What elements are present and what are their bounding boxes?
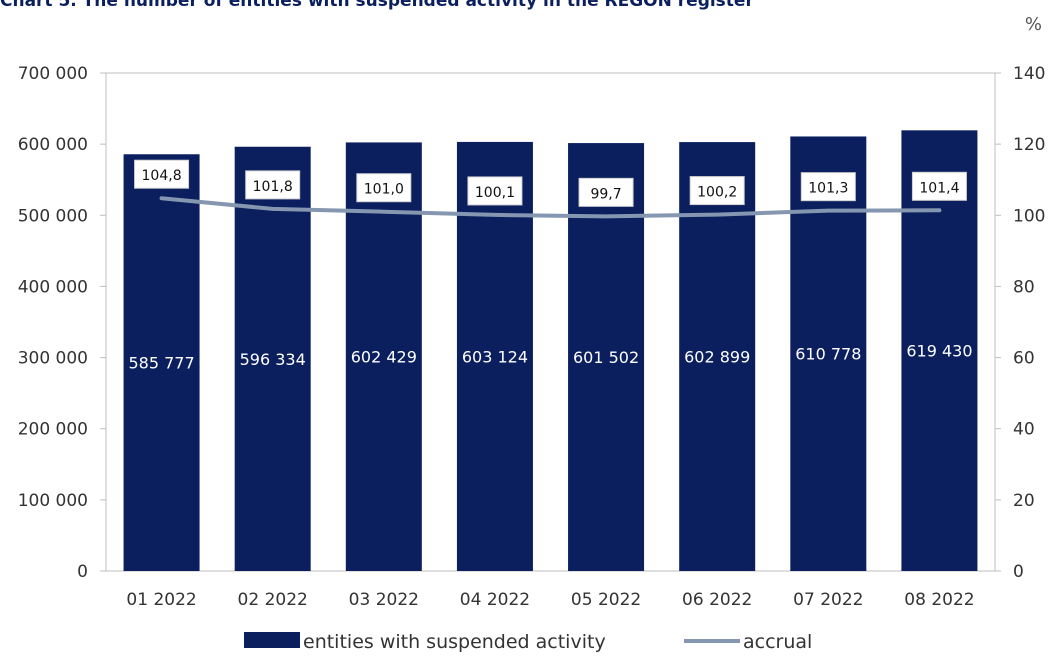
x-tick-label: 08 2022 <box>904 590 974 610</box>
bar-data-label: 610 778 <box>795 345 861 364</box>
y-left-tick-label: 400 000 <box>18 277 88 297</box>
bar-data-label: 602 429 <box>351 348 417 367</box>
axes-group: 0 100 000 200 000 300 000 400 000 500 000 600 … <box>18 14 1046 610</box>
chart-title: Chart 5. The number of entities with sus… <box>0 0 754 11</box>
bar <box>901 130 978 571</box>
accrual-label-box <box>467 176 523 206</box>
accrual-data-label: 100,1 <box>475 185 515 201</box>
accrual-label-box <box>911 171 967 201</box>
x-tick-label: 05 2022 <box>571 590 641 610</box>
y-right-tick-label: 20 <box>1013 491 1035 511</box>
x-tick-label: 02 2022 <box>238 590 308 610</box>
accrual-data-label: 101,3 <box>808 181 848 197</box>
bar-data-label: 601 502 <box>573 348 639 367</box>
y-left-tick-label: 200 000 <box>18 420 88 440</box>
accrual-label-box <box>578 177 634 207</box>
legend-swatch-bars <box>244 632 300 648</box>
bar-data-label: 603 124 <box>462 347 528 366</box>
y-right-tick-label: 140 <box>1013 64 1045 84</box>
legend: entities with suspended activity accrual <box>244 631 812 653</box>
accrual-data-label: 104,8 <box>142 168 182 184</box>
y-right-tick-label: 40 <box>1013 420 1035 440</box>
accrual-data-label: 101,4 <box>919 180 959 196</box>
y-right-tick-label: 80 <box>1013 277 1035 297</box>
accrual-line <box>159 196 942 219</box>
accrual-data-label: 101,0 <box>364 182 404 198</box>
labels-group: 585 777 596 334 602 429 603 124 601 502 602 8… <box>128 159 973 373</box>
y-right-tick-label: 100 <box>1013 206 1045 226</box>
accrual-data-label: 100,2 <box>697 185 737 201</box>
x-tick-label: 01 2022 <box>126 590 196 610</box>
bar-data-label: 602 899 <box>684 348 750 367</box>
y-left-tick-label: 700 000 <box>18 64 88 84</box>
accrual-label-box <box>356 173 412 203</box>
y-left-tick-label: 100 000 <box>18 491 88 511</box>
bar-data-label: 596 334 <box>240 350 306 369</box>
accrual-label-box <box>689 176 745 206</box>
legend-label-bars: entities with suspended activity <box>303 631 606 653</box>
accrual-label-box <box>800 172 856 202</box>
legend-label-line: accrual <box>743 631 812 653</box>
bar-data-label: 585 777 <box>128 354 194 373</box>
x-tick-label: 07 2022 <box>793 590 863 610</box>
accrual-label-box <box>134 159 190 189</box>
y-left-tick-label: 600 000 <box>18 135 88 155</box>
y-right-tick-label: 120 <box>1013 135 1045 155</box>
y-right-tick-label: 60 <box>1013 349 1035 369</box>
y-right-tick-label: 0 <box>1013 562 1024 582</box>
bar-data-label: 619 430 <box>906 342 972 361</box>
y-right-unit-label: % <box>1025 14 1042 35</box>
accrual-label-box <box>245 170 301 200</box>
x-tick-label: 03 2022 <box>349 590 419 610</box>
accrual-data-label: 101,8 <box>253 179 293 195</box>
y-left-tick-label: 300 000 <box>18 349 88 369</box>
bar <box>123 154 200 571</box>
x-tick-label: 04 2022 <box>460 590 530 610</box>
bar <box>234 146 311 571</box>
y-left-tick-label: 0 <box>77 562 88 582</box>
x-tick-label: 06 2022 <box>682 590 752 610</box>
accrual-data-label: 99,7 <box>590 186 621 202</box>
accrual-line-group <box>159 196 942 219</box>
y-left-tick-label: 500 000 <box>18 206 88 226</box>
